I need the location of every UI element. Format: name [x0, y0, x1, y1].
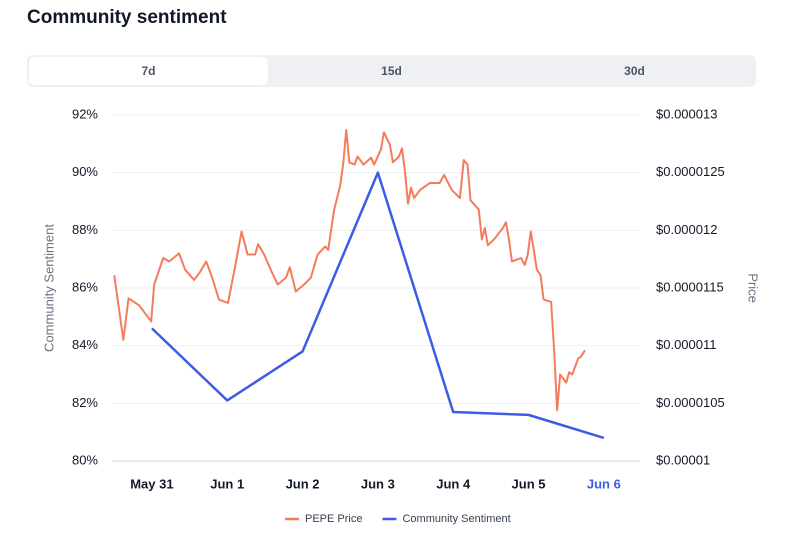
- x-tick-label: May 31: [130, 476, 173, 491]
- y-axis-title: Community Sentiment: [41, 224, 56, 352]
- y2-tick-label: $0.000011: [656, 337, 717, 352]
- y2-tick-label: $0.0000115: [656, 279, 724, 294]
- chart-title: Community sentiment: [27, 7, 227, 28]
- y2-tick-label: $0.0000105: [656, 395, 725, 410]
- y2-tick-label: $0.000012: [656, 222, 717, 237]
- y-tick-label: 82%: [72, 395, 98, 410]
- y-tick-label: 90%: [72, 164, 98, 179]
- legend-label: Community Sentiment: [402, 513, 510, 525]
- tab[interactable]: 15d: [381, 64, 402, 78]
- tab[interactable]: 7d: [141, 64, 155, 78]
- y2-tick-label: $0.00001: [656, 452, 710, 467]
- y-tick-label: 92%: [72, 106, 98, 121]
- x-tick-label: Jun 2: [286, 476, 320, 491]
- y-tick-label: 80%: [72, 452, 98, 467]
- y2-axis-title: Price: [746, 273, 761, 303]
- y2-tick-label: $0.0000125: [656, 164, 725, 179]
- series-line: [151, 171, 605, 440]
- series-line: [113, 128, 586, 412]
- y-tick-label: 84%: [72, 337, 98, 352]
- x-tick-label: Jun 3: [361, 476, 395, 491]
- x-tick-label: Jun 6: [587, 476, 621, 491]
- tab[interactable]: 30d: [624, 64, 645, 78]
- y-tick-label: 86%: [72, 279, 98, 294]
- x-tick-label: Jun 5: [512, 476, 546, 491]
- y-tick-label: 88%: [72, 222, 98, 237]
- legend-label: PEPE Price: [305, 513, 362, 525]
- x-tick-label: Jun 1: [210, 476, 244, 491]
- x-tick-label: Jun 4: [436, 476, 471, 491]
- tab-selected[interactable]: [29, 57, 268, 85]
- y2-tick-label: $0.000013: [656, 106, 717, 121]
